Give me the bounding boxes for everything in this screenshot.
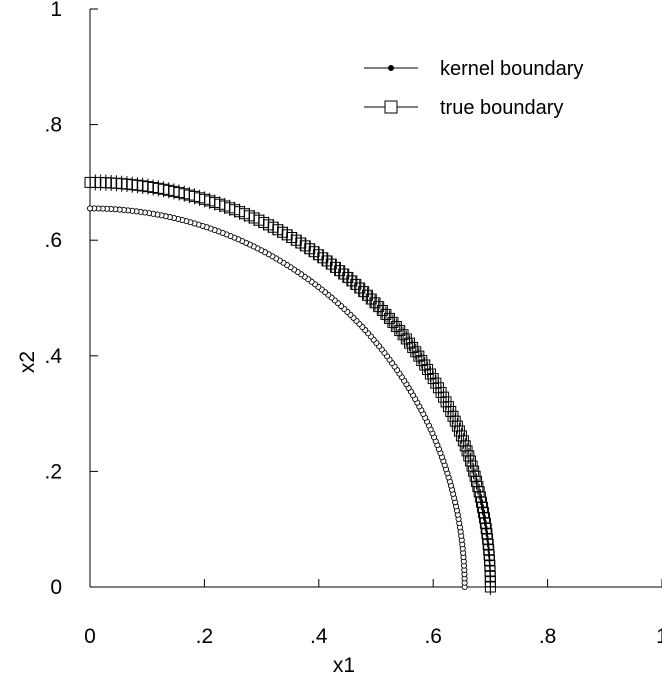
true-boundary-point	[400, 330, 412, 347]
y-axis-ticks: 0 .2 .4 .6 .8 1	[44, 0, 98, 599]
legend-entry-true: true boundary	[364, 97, 563, 119]
true-boundary-point	[304, 240, 316, 257]
true-boundary-point	[358, 283, 370, 300]
true-boundary-point	[329, 259, 341, 276]
true-boundary-point	[387, 314, 399, 331]
true-boundary-point	[397, 326, 409, 343]
true-boundary-point	[308, 243, 320, 260]
y-tick-label: 1	[50, 0, 62, 21]
true-boundary-point	[334, 262, 346, 279]
y-axis-title: x2	[16, 351, 39, 373]
series-layer	[84, 174, 496, 595]
true-boundary-point	[321, 252, 333, 269]
x-tick-label: .4	[310, 625, 328, 648]
true-boundary-point	[369, 294, 381, 311]
true-boundary-point	[338, 266, 350, 283]
legend: kernel boundary true boundary	[364, 58, 583, 119]
y-tick-label: .2	[44, 460, 62, 483]
x-tick-label: 1	[656, 625, 662, 648]
plot-area	[89, 9, 662, 588]
true-boundary-point	[380, 306, 392, 323]
x-axis-ticks: 0 .2 .4 .6 .8 1	[84, 579, 662, 648]
x-axis-title: x1	[333, 654, 355, 677]
x-tick-label: 0	[84, 625, 96, 648]
legend-entry-kernel: kernel boundary	[364, 58, 583, 80]
y-tick-label: 0	[50, 576, 62, 599]
true-boundary-point	[342, 269, 354, 286]
legend-marker-kernel	[388, 65, 394, 71]
legend-marker-true	[384, 100, 398, 114]
legend-label-true: true boundary	[440, 97, 563, 119]
true-boundary-point	[416, 352, 428, 369]
true-boundary-point	[346, 272, 358, 289]
kernel-boundary-point	[86, 205, 94, 212]
true-boundary-point	[354, 279, 366, 296]
y-tick-label: .4	[44, 345, 62, 368]
x-tick-label: .6	[424, 625, 442, 648]
legend-label-kernel: kernel boundary	[440, 58, 583, 80]
true-boundary-point	[394, 322, 406, 339]
true-boundary-point	[404, 335, 416, 352]
true-boundary-point	[350, 276, 362, 293]
true-boundary-point	[390, 318, 402, 335]
true-boundary-point	[407, 339, 419, 356]
true-boundary-point	[373, 298, 385, 315]
true-boundary-point	[419, 356, 431, 373]
true-boundary-point	[376, 302, 388, 319]
true-boundary-point	[325, 256, 337, 273]
true-boundary-point	[410, 343, 422, 360]
y-tick-label: .8	[44, 114, 62, 137]
x-tick-label: .8	[539, 625, 557, 648]
true-boundary-point	[312, 246, 324, 263]
x-tick-label: .2	[196, 625, 214, 648]
true-boundary-point	[365, 291, 377, 308]
true-boundary-point	[317, 249, 329, 266]
true-boundary-point	[84, 174, 96, 191]
true-boundary-point	[413, 348, 425, 365]
true-boundary-point	[422, 361, 434, 378]
true-boundary-point	[383, 310, 395, 327]
y-tick-label: .6	[44, 229, 62, 252]
true-boundary-point	[299, 237, 311, 254]
true-boundary-point	[361, 287, 373, 304]
